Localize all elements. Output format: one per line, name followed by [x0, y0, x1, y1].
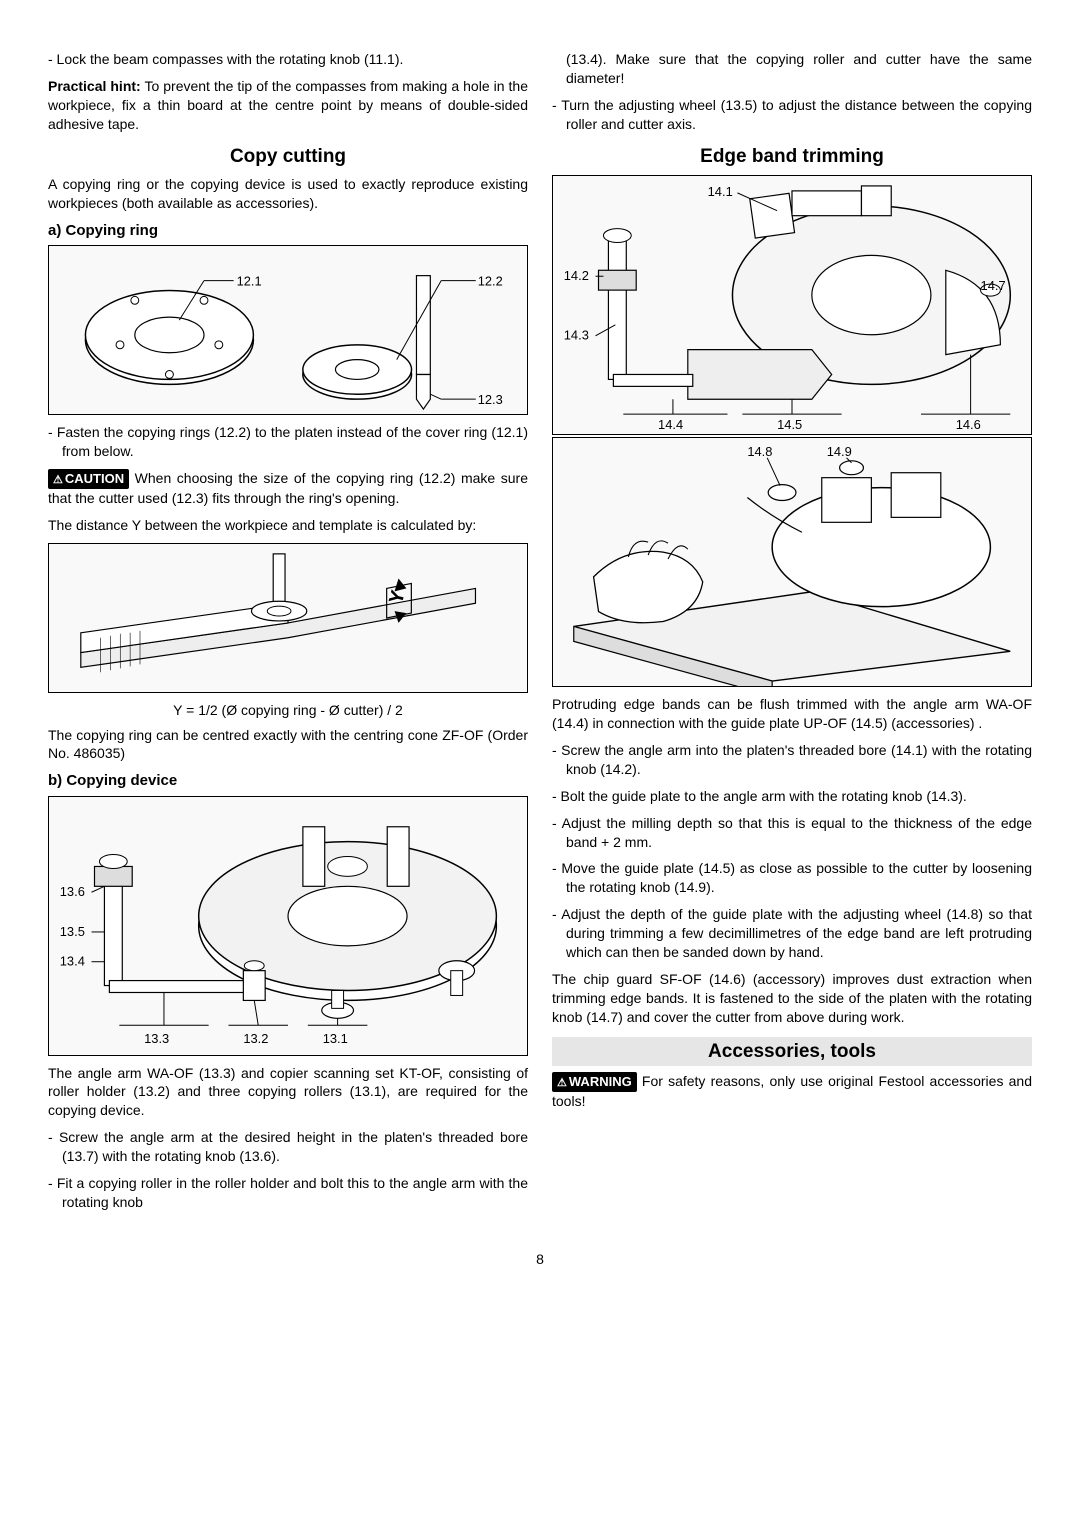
figure-13: 13.6 13.5 13.4 13.3 13.2 13.1: [48, 796, 528, 1056]
figure-12: 12.1 12.2 12.3: [48, 245, 528, 415]
svg-text:13.6: 13.6: [60, 884, 85, 899]
hint-label: Practical hint:: [48, 78, 141, 94]
para: A copying ring or the copying device is …: [48, 175, 528, 213]
svg-text:13.1: 13.1: [323, 1031, 348, 1046]
figure-y: Y: [48, 543, 528, 693]
para: - Screw the angle arm into the platen's …: [552, 741, 1032, 779]
svg-text:13.3: 13.3: [144, 1031, 169, 1046]
svg-text:14.1: 14.1: [708, 184, 733, 199]
para: The copying ring can be centred exactly …: [48, 726, 528, 764]
para: (13.4). Make sure that the copying rolle…: [552, 50, 1032, 88]
figure-14b: 14.8 14.9: [552, 437, 1032, 687]
svg-text:Y: Y: [385, 588, 410, 606]
para: The chip guard SF-OF (14.6) (accessory) …: [552, 970, 1032, 1027]
para: - Fit a copying roller in the roller hol…: [48, 1174, 528, 1212]
svg-text:12.2: 12.2: [478, 274, 503, 289]
svg-text:14.6: 14.6: [956, 417, 981, 432]
heading-edge-band: Edge band trimming: [552, 144, 1032, 170]
svg-text:12.3: 12.3: [478, 392, 503, 407]
caution-para: CAUTION When choosing the size of the co…: [48, 469, 528, 508]
figure-14a: 14.1 14.2 14.3 14.7 14.4 14.5 14.6: [552, 175, 1032, 435]
para: - Lock the beam compasses with the rotat…: [48, 50, 528, 69]
svg-text:14.5: 14.5: [777, 417, 802, 432]
svg-text:14.3: 14.3: [564, 328, 589, 343]
para: - Fasten the copying rings (12.2) to the…: [48, 423, 528, 461]
left-column: - Lock the beam compasses with the rotat…: [48, 50, 528, 1220]
para: The distance Y between the workpiece and…: [48, 516, 528, 535]
svg-text:12.1: 12.1: [237, 274, 262, 289]
para: - Bolt the guide plate to the angle arm …: [552, 787, 1032, 806]
subheading-a: a) Copying ring: [48, 221, 528, 241]
para: - Turn the adjusting wheel (13.5) to adj…: [552, 96, 1032, 134]
warning-icon: WARNING: [552, 1072, 637, 1092]
formula: Y = 1/2 (Ø copying ring - Ø cutter) / 2: [48, 701, 528, 720]
para: The angle arm WA-OF (13.3) and copier sc…: [48, 1064, 528, 1121]
practical-hint: Practical hint: To prevent the tip of th…: [48, 77, 528, 134]
svg-text:13.2: 13.2: [243, 1031, 268, 1046]
para: Protruding edge bands can be flush trimm…: [552, 695, 1032, 733]
svg-text:14.7: 14.7: [981, 278, 1006, 293]
heading-accessories: Accessories, tools: [552, 1037, 1032, 1067]
warning-para: WARNING For safety reasons, only use ori…: [552, 1072, 1032, 1111]
svg-text:14.9: 14.9: [827, 444, 852, 459]
svg-text:14.4: 14.4: [658, 417, 683, 432]
page-number: 8: [48, 1250, 1032, 1269]
para: - Adjust the milling depth so that this …: [552, 814, 1032, 852]
para: - Move the guide plate (14.5) as close a…: [552, 859, 1032, 897]
subheading-b: b) Copying device: [48, 771, 528, 791]
para: - Adjust the depth of the guide plate wi…: [552, 905, 1032, 962]
svg-text:13.4: 13.4: [60, 953, 85, 968]
svg-text:14.8: 14.8: [747, 444, 772, 459]
para: - Screw the angle arm at the desired hei…: [48, 1128, 528, 1166]
heading-copy-cutting: Copy cutting: [48, 144, 528, 170]
svg-text:14.2: 14.2: [564, 268, 589, 283]
caution-icon: CAUTION: [48, 469, 129, 489]
right-column: (13.4). Make sure that the copying rolle…: [552, 50, 1032, 1220]
svg-text:13.5: 13.5: [60, 923, 85, 938]
